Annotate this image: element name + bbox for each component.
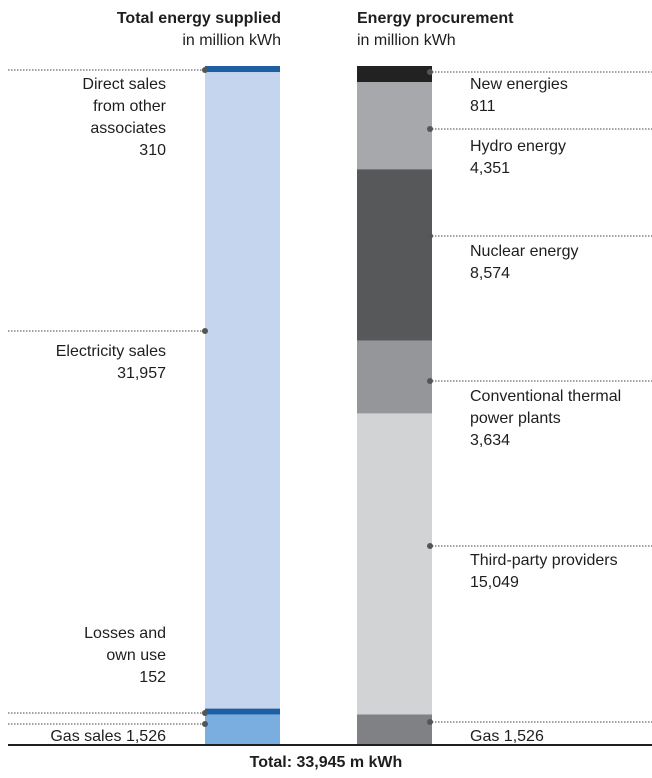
value-conventional: 3,634 bbox=[470, 432, 511, 449]
leader-gas-dot bbox=[427, 719, 433, 725]
label-losses: Losses and own use 152 bbox=[84, 623, 166, 689]
right-title: Energy procurement bbox=[357, 10, 514, 27]
value-new-energies: 811 bbox=[470, 98, 496, 115]
label-third-party: Third-party providers 15,049 bbox=[470, 550, 618, 594]
right-segment-gas bbox=[357, 714, 432, 745]
left-bar bbox=[205, 66, 280, 745]
leader-direct-sales-dot bbox=[202, 67, 208, 73]
left-segment-losses-and-own-use bbox=[205, 708, 280, 715]
value-nuclear: 8,574 bbox=[470, 265, 511, 282]
leader-losses-dot bbox=[202, 710, 208, 716]
left-title: Total energy supplied bbox=[116, 10, 281, 27]
right-bar bbox=[357, 66, 432, 745]
label-conventional: Conventional thermal power plants 3,634 bbox=[470, 386, 621, 452]
label-nuclear: Nuclear energy 8,574 bbox=[470, 241, 579, 285]
right-segment-hydro-energy bbox=[357, 82, 432, 170]
total-label: Total: 33,945 m kWh bbox=[249, 754, 403, 771]
right-segment-nuclear-energy bbox=[357, 169, 432, 341]
leader-new-energies-dot bbox=[427, 69, 433, 75]
label-electricity-sales: Electricity sales 31,957 bbox=[56, 341, 166, 385]
value-electricity-sales: 31,957 bbox=[117, 365, 166, 382]
label-new-energies: New energies 811 bbox=[470, 74, 568, 118]
leader-nuclear-dot bbox=[427, 233, 433, 239]
left-segment-gas-sales bbox=[205, 714, 280, 745]
right-segment-conventional-thermal-power-plants bbox=[357, 340, 432, 414]
right-segment-third-party-providers bbox=[357, 413, 432, 715]
leader-electricity-sales-dot bbox=[202, 328, 208, 334]
value-gas: 1,526 bbox=[503, 728, 544, 745]
label-direct-sales: Direct sales from other associates 310 bbox=[82, 74, 166, 162]
leader-hydro-dot bbox=[427, 126, 433, 132]
leader-conventional-dot bbox=[427, 378, 433, 384]
value-third-party: 15,049 bbox=[470, 574, 519, 591]
left-segment-direct-sales-from-other-associates bbox=[205, 66, 280, 73]
leader-gas-sales-dot bbox=[202, 721, 208, 727]
left-subtitle: in million kWh bbox=[182, 32, 281, 49]
value-gas-sales: 1,526 bbox=[125, 728, 166, 745]
right-header: Energy procurement in million kWh bbox=[357, 8, 513, 52]
label-gas: Gas 1,526 bbox=[470, 728, 544, 745]
value-direct-sales: 310 bbox=[139, 142, 166, 159]
left-header: Total energy supplied in million kWh bbox=[117, 8, 281, 52]
value-losses: 152 bbox=[139, 669, 166, 686]
leader-lines bbox=[8, 67, 652, 727]
right-segment-new-energies bbox=[357, 66, 432, 83]
value-hydro: 4,351 bbox=[470, 160, 511, 177]
label-gas-sales: Gas sales 1,526 bbox=[50, 728, 166, 745]
right-subtitle: in million kWh bbox=[357, 32, 456, 49]
leader-third-party-dot bbox=[427, 543, 433, 549]
label-hydro: Hydro energy 4,351 bbox=[470, 136, 566, 180]
left-segment-electricity-sales bbox=[205, 72, 280, 709]
